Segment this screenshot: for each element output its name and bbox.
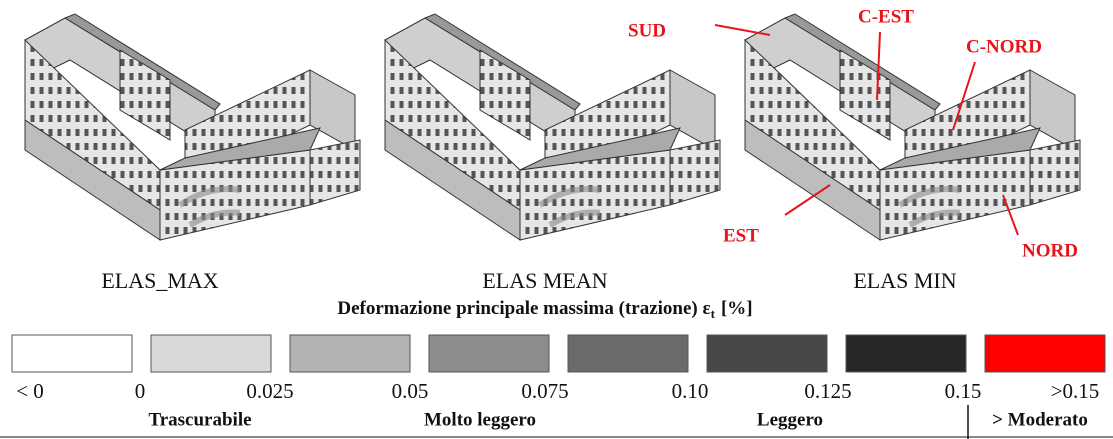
legend-box: [568, 335, 688, 372]
legend-tick-label: 0.05: [392, 379, 429, 403]
legend-box: [985, 335, 1105, 372]
legend-category: > Moderato: [992, 409, 1088, 430]
legend-ticks: < 0 0 0.025 0.05 0.075 0.10 0.125 0.15 >0.15: [16, 379, 1099, 403]
legend-tick-label: 0.125: [804, 379, 851, 403]
legend-title-unit: [%]: [721, 298, 753, 319]
legend-categories: Trascurabile Molto leggero Leggero > Modera…: [148, 409, 1087, 430]
building-render: [385, 14, 720, 240]
legend-tick-label: < 0: [16, 379, 44, 403]
annotation: C-EST: [858, 6, 914, 27]
legend-box: [290, 335, 410, 372]
legend-category: Molto leggero: [424, 409, 536, 430]
legend-box: [707, 335, 827, 372]
annotation: EST: [723, 225, 759, 246]
legend-title: Deformazione principale massima (trazion…: [337, 298, 752, 321]
figure: ELAS_MAX ELAS MEAN ELAS MIN SUD C-EST C-…: [0, 0, 1113, 439]
legend-category: Leggero: [757, 409, 823, 430]
legend-boxes: [12, 335, 1105, 372]
legend-title-subscript: t: [711, 306, 716, 321]
annotation: C-NORD: [966, 36, 1042, 57]
legend-title-text: Deformazione principale massima (trazion…: [337, 298, 710, 319]
panel-label: ELAS MEAN: [482, 268, 607, 293]
legend-box: [151, 335, 271, 372]
legend-tick-label: 0.025: [246, 379, 293, 403]
legend-box: [429, 335, 549, 372]
legend-tick-label: 0.15: [945, 379, 982, 403]
legend-box: [12, 335, 132, 372]
building-render: [25, 14, 360, 240]
legend-tick-label: 0.075: [521, 379, 568, 403]
legend-category: Trascurabile: [148, 409, 251, 430]
legend-tick-label: 0.10: [672, 379, 709, 403]
legend-box: [846, 335, 966, 372]
annotation: NORD: [1022, 240, 1078, 261]
panel-label: ELAS_MAX: [101, 268, 218, 293]
legend-tick-label: >0.15: [1051, 379, 1100, 403]
legend-tick-label: 0: [135, 379, 146, 403]
annotation: SUD: [628, 20, 666, 41]
panel-label: ELAS MIN: [853, 268, 956, 293]
